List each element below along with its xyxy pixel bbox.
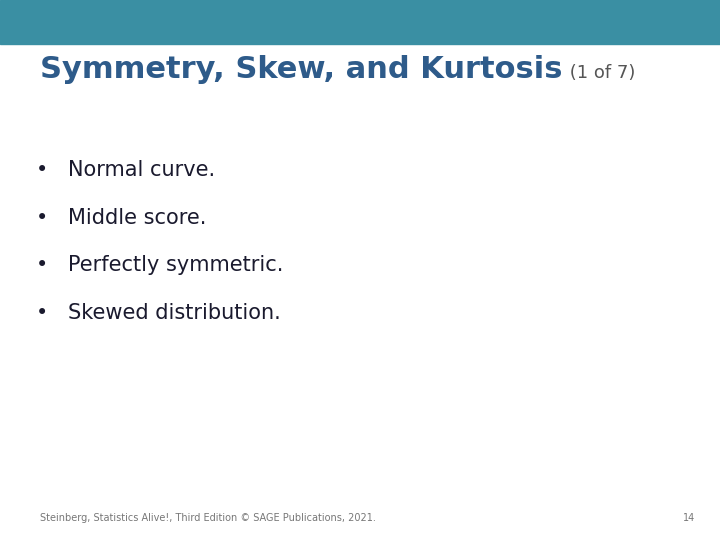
- Text: Skewed distribution.: Skewed distribution.: [68, 302, 281, 323]
- Text: •: •: [35, 302, 48, 323]
- Text: •: •: [35, 255, 48, 275]
- Text: Middle score.: Middle score.: [68, 207, 207, 228]
- Text: •: •: [35, 160, 48, 180]
- Text: (1 of 7): (1 of 7): [564, 64, 636, 82]
- Text: 14: 14: [683, 512, 695, 523]
- Bar: [0, 0, 720, 44]
- Text: Perfectly symmetric.: Perfectly symmetric.: [68, 255, 284, 275]
- Text: Symmetry, Skew, and Kurtosis: Symmetry, Skew, and Kurtosis: [40, 55, 562, 84]
- Text: •: •: [35, 207, 48, 228]
- Text: Normal curve.: Normal curve.: [68, 160, 215, 180]
- Text: Steinberg, Statistics Alive!, Third Edition © SAGE Publications, 2021.: Steinberg, Statistics Alive!, Third Edit…: [40, 512, 375, 523]
